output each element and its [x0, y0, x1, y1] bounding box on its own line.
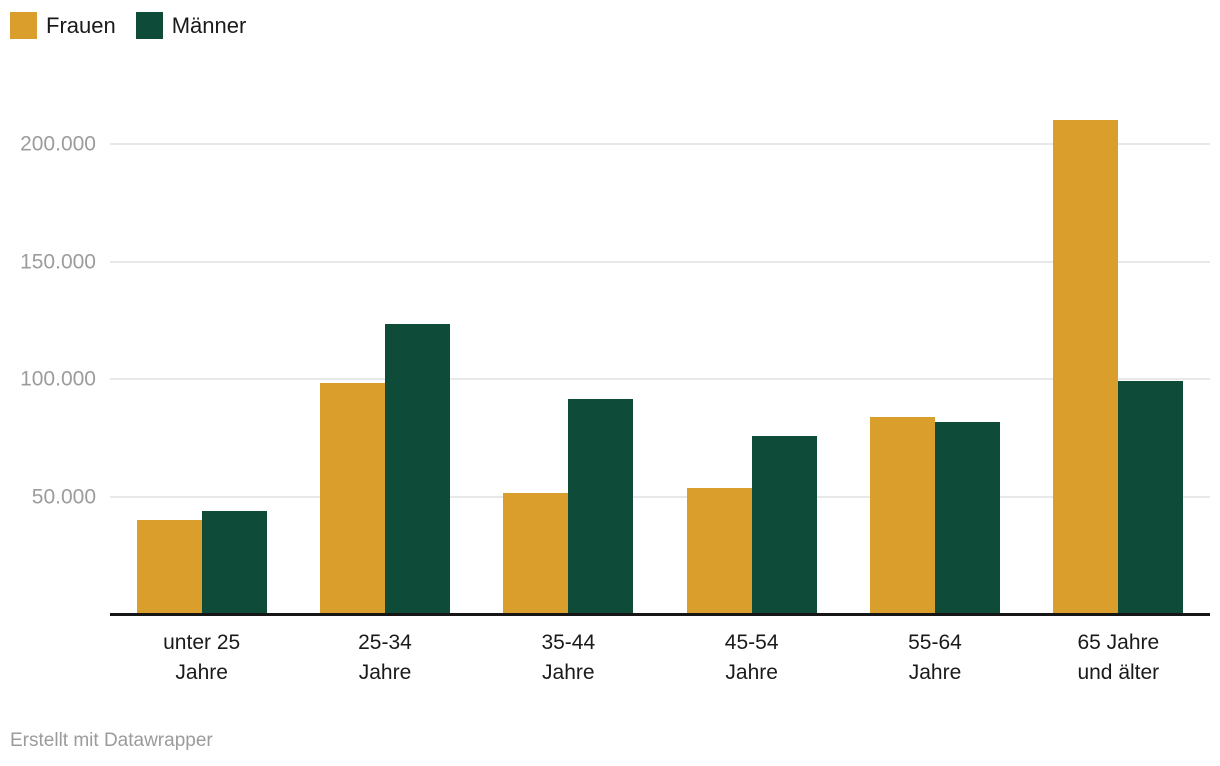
frauen-color-swatch: [10, 12, 37, 39]
legend-label-frauen: Frauen: [46, 12, 116, 38]
bar-maenner-4: [935, 422, 1000, 615]
legend-label-maenner: Männer: [171, 12, 247, 38]
bar-frauen-5: [1053, 120, 1119, 615]
y-axis-tick-label: 150.000: [20, 250, 96, 274]
maenner-color-swatch: [135, 12, 163, 39]
legend-item-frauen: Frauen: [10, 12, 116, 39]
x-axis-category-label: 25-34 Jahre: [358, 631, 412, 684]
bar-frauen-1: [320, 383, 385, 615]
x-axis-category-label: 65 Jahre und älter: [1077, 631, 1160, 684]
datawrapper-attribution-link[interactable]: Erstellt mit Datawrapper: [10, 730, 213, 751]
bar-frauen-3: [686, 488, 752, 615]
bar-maenner-2: [568, 399, 634, 615]
bar-maenner-5: [1118, 381, 1184, 615]
plot-area: 50.000 100.000 150.000 200.000: [20, 85, 1210, 615]
bar-frauen-0: [136, 520, 202, 615]
y-axis-tick-label: 100.000: [20, 367, 96, 391]
x-axis-category-label: unter 25 Jahre: [163, 631, 241, 684]
gridline-150.000: [110, 260, 1210, 263]
legend-item-maenner: Männer: [135, 12, 247, 39]
gridline-50.000: [110, 496, 1210, 499]
bar-maenner-1: [385, 324, 450, 615]
gridline-100.000: [110, 378, 1210, 381]
x-axis-category-label: 55-64 Jahre: [908, 631, 962, 684]
y-axis-tick-label: 50.000: [31, 485, 96, 509]
x-axis-labels: unter 25 Jahre 25-34 Jahre 35-44 Jahre 45-5…: [110, 628, 1210, 698]
bar-maenner-3: [751, 436, 817, 615]
y-axis-tick-label: 200.000: [20, 132, 96, 156]
legend: Frauen Männer: [10, 12, 246, 39]
x-axis-line: [110, 613, 1210, 616]
gridline-200.000: [110, 142, 1210, 145]
bar-frauen-2: [503, 493, 569, 615]
bar-maenner-0: [201, 511, 267, 615]
x-axis-category-label: 35-44 Jahre: [541, 631, 596, 684]
bar-frauen-4: [870, 417, 935, 615]
x-axis-category-label: 45-54 Jahre: [724, 631, 779, 684]
